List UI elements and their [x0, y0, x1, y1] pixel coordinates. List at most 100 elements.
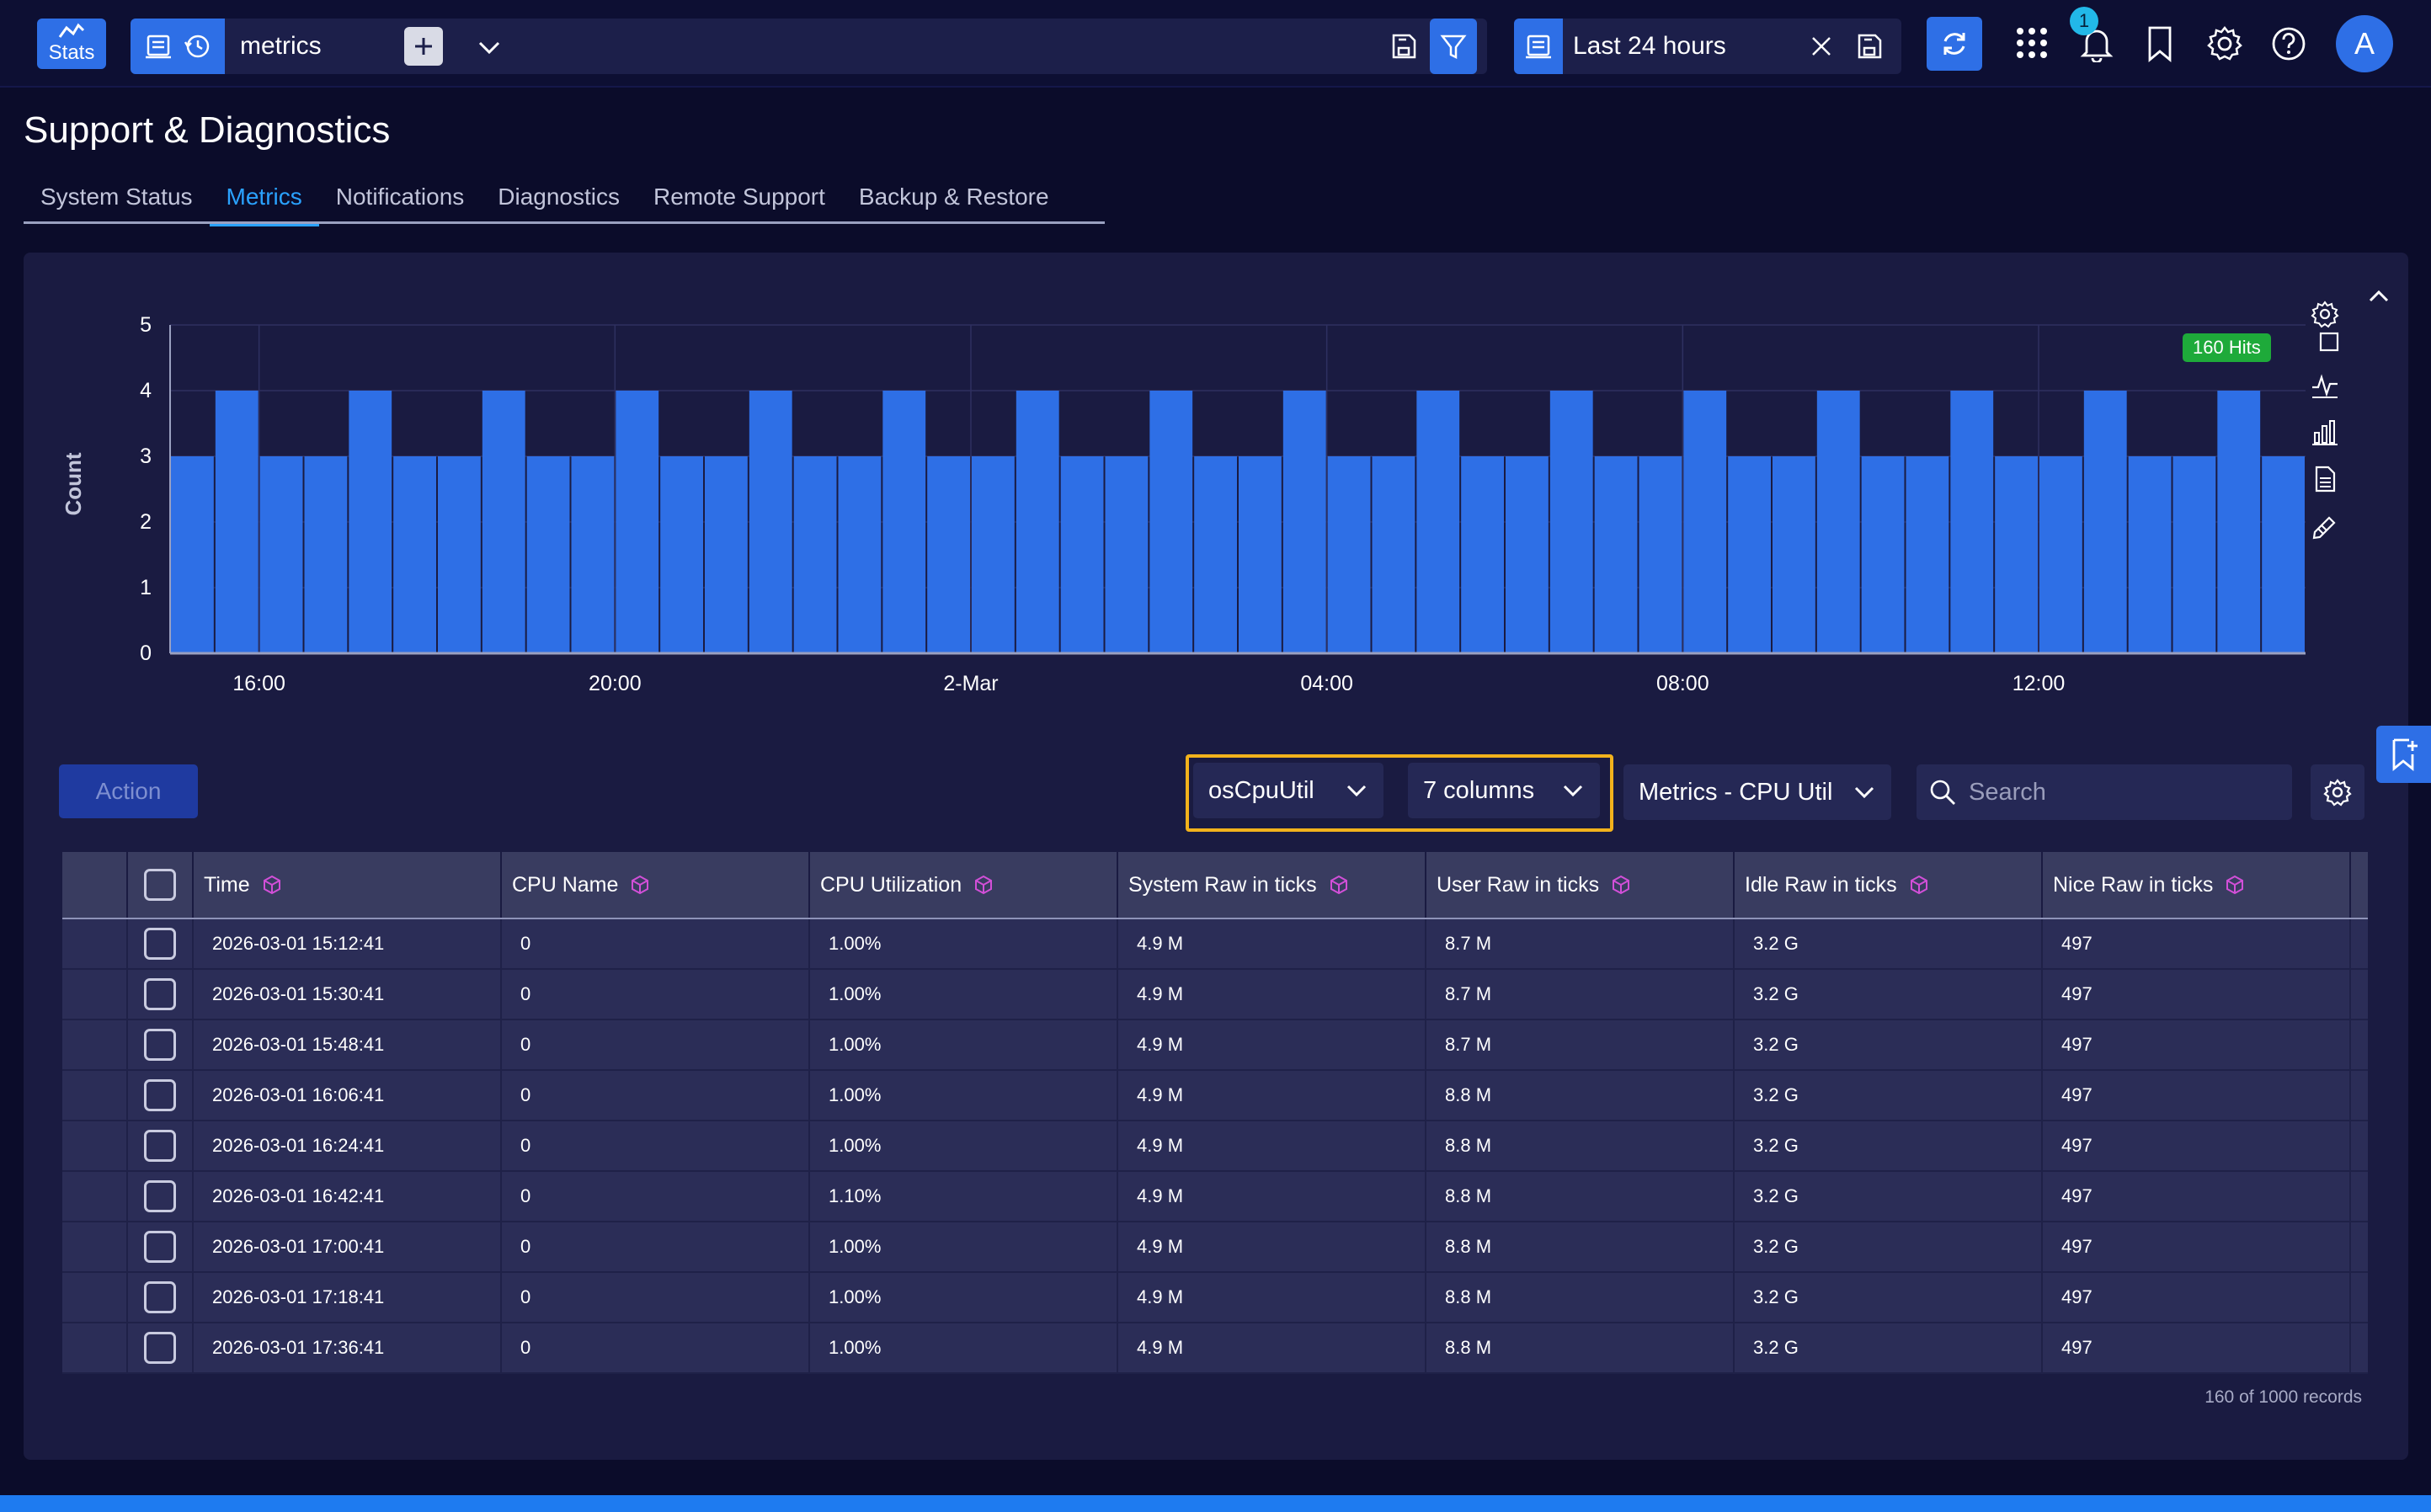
row-checkbox[interactable]: [144, 1079, 176, 1111]
histogram-bar[interactable]: [571, 456, 615, 653]
line-chart-icon[interactable]: [2311, 372, 2341, 399]
clear-time-range-close-icon[interactable]: [1809, 34, 1834, 59]
histogram-bar[interactable]: [882, 391, 926, 653]
table-row[interactable]: 2026-03-01 17:36:41 0 1.00% 4.9 M 8.8 M 3.2 G…: [62, 1323, 2368, 1374]
query-dropdown-chevron-icon[interactable]: [476, 35, 503, 59]
histogram-bar[interactable]: [793, 456, 837, 653]
histogram-bar[interactable]: [2039, 456, 2082, 653]
row-checkbox[interactable]: [144, 1281, 176, 1313]
notifications-bell-icon[interactable]: [2080, 25, 2114, 62]
row-checkbox[interactable]: [144, 1130, 176, 1162]
tab-backup-restore[interactable]: Backup & Restore: [858, 184, 1049, 210]
settings-gear-icon[interactable]: [2206, 25, 2243, 62]
save-query-icon[interactable]: [1389, 32, 1418, 61]
table-row[interactable]: 2026-03-01 15:48:41 0 1.00% 4.9 M 8.7 M 3.2 G…: [62, 1020, 2368, 1071]
chart-settings-gear-icon[interactable]: [2311, 300, 2341, 328]
bookmark-icon[interactable]: [2146, 25, 2174, 62]
histogram-bar[interactable]: [1861, 456, 1905, 653]
histogram-bar[interactable]: [838, 456, 882, 653]
histogram-bar[interactable]: [1639, 456, 1682, 653]
table-row[interactable]: 2026-03-01 16:24:41 0 1.00% 4.9 M 8.8 M 3.2 G…: [62, 1121, 2368, 1172]
histogram-bar[interactable]: [526, 456, 570, 653]
history-icon[interactable]: [183, 32, 211, 61]
column-header-time[interactable]: Time: [194, 852, 502, 918]
tab-system-status[interactable]: System Status: [40, 184, 193, 210]
user-avatar[interactable]: A: [2336, 15, 2393, 72]
histogram-bar[interactable]: [1372, 456, 1415, 653]
histogram-bar[interactable]: [1327, 456, 1371, 653]
table-row[interactable]: 2026-03-01 16:42:41 0 1.10% 4.9 M 8.8 M 3.2 G…: [62, 1172, 2368, 1222]
column-header-system-raw[interactable]: System Raw in ticks: [1118, 852, 1426, 918]
row-checkbox[interactable]: [144, 1029, 176, 1061]
column-header-nice-raw[interactable]: Nice Raw in ticks: [2043, 852, 2351, 918]
histogram-bar[interactable]: [482, 391, 525, 653]
histogram-bar[interactable]: [1282, 391, 1326, 653]
row-checkbox[interactable]: [144, 1180, 176, 1212]
histogram-bar[interactable]: [215, 391, 259, 653]
histogram-bar[interactable]: [749, 391, 792, 653]
source-select[interactable]: osCpuUtil: [1193, 763, 1383, 818]
edit-chart-icon[interactable]: [2311, 512, 2341, 540]
histogram-bar[interactable]: [438, 456, 481, 653]
histogram-bar[interactable]: [1683, 391, 1727, 653]
table-row[interactable]: 2026-03-01 15:12:41 0 1.00% 4.9 M 8.7 M 3.2 G…: [62, 919, 2368, 970]
saved-query-icon[interactable]: [144, 33, 173, 60]
side-bookmark-add-button[interactable]: [2376, 726, 2431, 783]
row-checkbox[interactable]: [144, 1231, 176, 1263]
table-settings-button[interactable]: [2311, 764, 2364, 820]
row-checkbox[interactable]: [144, 978, 176, 1010]
histogram-bar[interactable]: [1995, 456, 2038, 653]
histogram-bar[interactable]: [1149, 391, 1193, 653]
time-range-bar[interactable]: Last 24 hours: [1514, 19, 1901, 74]
view-select[interactable]: Metrics - CPU Util: [1623, 764, 1891, 820]
histogram-bar[interactable]: [1239, 456, 1282, 653]
collapse-chevron-up-icon[interactable]: [2366, 286, 2391, 306]
histogram-bar[interactable]: [171, 456, 214, 653]
histogram-bar[interactable]: [2083, 391, 2127, 653]
histogram-bar[interactable]: [1549, 391, 1593, 653]
histogram-bar[interactable]: [1461, 456, 1504, 653]
column-header-idle-raw[interactable]: Idle Raw in ticks: [1735, 852, 2043, 918]
histogram-bar[interactable]: [1016, 391, 1059, 653]
table-row[interactable]: 2026-03-01 17:00:41 0 1.00% 4.9 M 8.8 M 3.2 G…: [62, 1222, 2368, 1273]
columns-select[interactable]: 7 columns: [1408, 763, 1600, 818]
histogram-bar[interactable]: [1506, 456, 1549, 653]
histogram-bar[interactable]: [2172, 456, 2216, 653]
histogram-bar[interactable]: [304, 456, 348, 653]
histogram-bar[interactable]: [1773, 456, 1815, 653]
histogram-bar[interactable]: [2217, 391, 2261, 653]
table-search[interactable]: [1917, 764, 2292, 820]
table-row[interactable]: 2026-03-01 16:06:41 0 1.00% 4.9 M 8.8 M 3.2 G…: [62, 1071, 2368, 1121]
refresh-button[interactable]: [1927, 17, 1982, 71]
select-all-checkbox[interactable]: [144, 869, 176, 901]
histogram-bar[interactable]: [1816, 391, 1860, 653]
row-checkbox[interactable]: [144, 928, 176, 960]
histogram-bar[interactable]: [660, 456, 703, 653]
tab-diagnostics[interactable]: Diagnostics: [498, 184, 620, 210]
histogram-bar[interactable]: [1594, 456, 1638, 653]
save-time-range-icon[interactable]: [1855, 32, 1884, 61]
stats-button[interactable]: Stats: [37, 19, 106, 69]
table-row[interactable]: 2026-03-01 17:18:41 0 1.00% 4.9 M 8.8 M 3.2 G…: [62, 1273, 2368, 1323]
add-query-button[interactable]: [404, 27, 443, 66]
time-range-label[interactable]: Last 24 hours: [1573, 32, 1726, 60]
histogram-bar[interactable]: [1906, 456, 1949, 653]
histogram-bar[interactable]: [972, 456, 1015, 653]
histogram-bar[interactable]: [1728, 456, 1771, 653]
tab-remote-support[interactable]: Remote Support: [653, 184, 825, 210]
histogram-bar[interactable]: [1950, 391, 1994, 653]
histogram-bar[interactable]: [705, 456, 748, 653]
help-icon[interactable]: [2270, 25, 2307, 62]
tab-notifications[interactable]: Notifications: [335, 184, 465, 210]
column-header-user-raw[interactable]: User Raw in ticks: [1426, 852, 1735, 918]
histogram-bar[interactable]: [349, 391, 392, 653]
tab-metrics[interactable]: Metrics: [209, 178, 319, 226]
histogram-bar[interactable]: [2128, 456, 2172, 653]
histogram-bar[interactable]: [259, 456, 303, 653]
histogram-bar[interactable]: [2262, 456, 2305, 653]
time-range-saved-icon[interactable]: [1514, 19, 1563, 74]
search-input[interactable]: [1969, 778, 2272, 807]
table-row[interactable]: 2026-03-01 15:30:41 0 1.00% 4.9 M 8.7 M 3.2 G…: [62, 970, 2368, 1020]
histogram-bar[interactable]: [927, 456, 970, 653]
filter-button[interactable]: [1430, 19, 1477, 74]
